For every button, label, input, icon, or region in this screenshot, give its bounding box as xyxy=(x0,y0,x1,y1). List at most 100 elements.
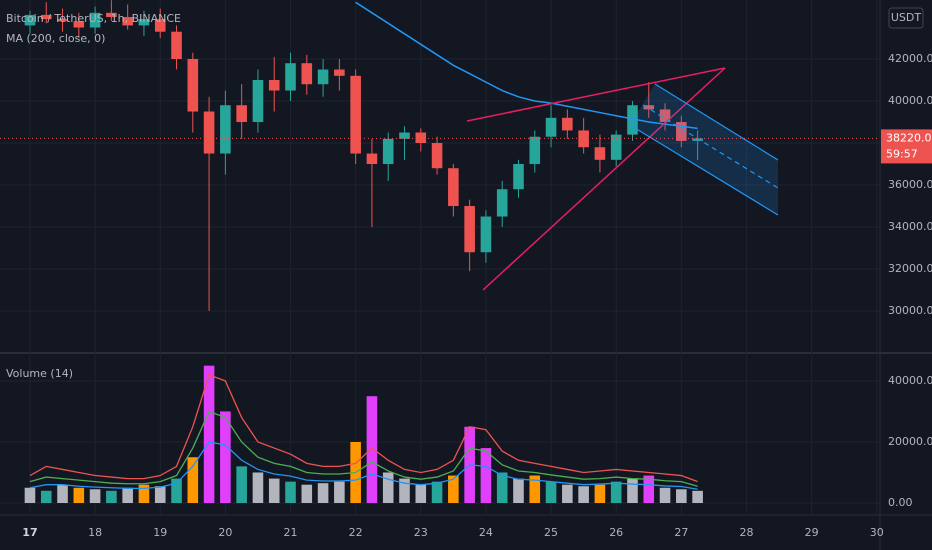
volume-bar xyxy=(89,489,101,504)
channel-bottom xyxy=(629,124,779,216)
candle-body xyxy=(187,59,199,112)
y-tick-label: 32000.00 xyxy=(888,262,932,275)
x-tick-label: 20 xyxy=(218,526,232,539)
last-price-box xyxy=(881,129,932,164)
volume-bar xyxy=(399,478,410,504)
candle-body xyxy=(301,63,313,85)
volume-bar xyxy=(203,365,215,504)
volume-bar xyxy=(24,487,36,504)
channel-top xyxy=(654,83,779,161)
currency-box[interactable] xyxy=(888,7,924,29)
volume-bar xyxy=(268,478,280,504)
volume-bar xyxy=(692,490,703,504)
volume-bar xyxy=(334,481,345,504)
volume-bar xyxy=(171,478,182,504)
x-tick-label: 24 xyxy=(479,526,493,539)
y2-tick-label: 40000.00 xyxy=(888,374,932,387)
candle-body xyxy=(89,12,101,28)
candle-body xyxy=(529,136,541,165)
x-tick-label: 30 xyxy=(870,526,884,539)
volume-band xyxy=(29,410,698,487)
candle-body xyxy=(57,19,68,22)
candle-body xyxy=(464,206,475,253)
volume-bar xyxy=(285,481,296,504)
symbol-title[interactable]: Bitcoin / TetherUS, 1h, BINANCE xyxy=(6,12,181,25)
candle-body xyxy=(513,164,524,190)
x-tick-label: 22 xyxy=(349,526,363,539)
volume-legend[interactable]: Volume (14) xyxy=(6,367,73,380)
wedge-upper xyxy=(466,67,726,122)
candle-body xyxy=(594,147,606,160)
candle-body xyxy=(350,75,361,154)
volume-bar xyxy=(676,489,687,504)
volume-bar xyxy=(73,487,85,504)
volume-bar xyxy=(301,484,313,504)
candle-body xyxy=(366,153,378,165)
candle-body xyxy=(106,12,117,18)
candle-body xyxy=(676,122,687,141)
candle-body xyxy=(24,14,36,26)
volume-bar xyxy=(529,475,541,504)
candle-body xyxy=(171,31,182,60)
volume-bar xyxy=(480,448,492,504)
candle-body xyxy=(562,117,573,131)
y-tick-label: 34000.00 xyxy=(888,220,932,233)
volume-bar xyxy=(496,472,508,504)
candle-body xyxy=(415,132,427,144)
volume-bar xyxy=(187,457,199,504)
x-tick-label: 23 xyxy=(414,526,428,539)
x-tick-label: 17 xyxy=(22,526,37,539)
candle-body xyxy=(578,130,589,148)
candle-body xyxy=(268,80,280,91)
x-tick-label: 21 xyxy=(284,526,298,539)
candle-body xyxy=(692,138,703,141)
x-tick-label: 18 xyxy=(88,526,102,539)
candle-body xyxy=(285,63,296,91)
volume-bar xyxy=(627,478,638,504)
x-tick-label: 25 xyxy=(544,526,558,539)
volume-band xyxy=(29,373,698,483)
candle-body xyxy=(496,189,508,217)
candle-body xyxy=(448,168,459,207)
volume-bar xyxy=(252,472,264,504)
volume-bar xyxy=(659,487,671,504)
volume-bar xyxy=(610,481,622,504)
candle-body xyxy=(203,111,215,154)
candle-body xyxy=(659,109,671,123)
last-price-label: 38220.00 xyxy=(886,131,932,144)
price-pane xyxy=(24,0,703,312)
candle-body xyxy=(399,132,410,139)
candle-body xyxy=(138,19,150,26)
volume-bar xyxy=(513,478,524,504)
candle-body xyxy=(643,105,655,110)
volume-bar xyxy=(545,481,557,504)
x-tick-label: 27 xyxy=(674,526,688,539)
ma-legend[interactable]: MA (200, close, 0) xyxy=(6,32,105,45)
volume-bar xyxy=(382,472,394,504)
volume-bar xyxy=(106,490,117,504)
x-tick-label: 19 xyxy=(153,526,167,539)
volume-bar xyxy=(562,484,573,504)
volume-bar xyxy=(220,411,231,504)
candle-body xyxy=(236,105,247,123)
wedge-lower xyxy=(482,67,726,291)
volume-bar xyxy=(154,486,166,504)
currency[interactable]: USDT xyxy=(891,11,922,24)
y-tick-label: 36000.00 xyxy=(888,178,932,191)
candle-body xyxy=(334,69,345,76)
volume-bar xyxy=(594,484,606,504)
x-tick-label: 26 xyxy=(609,526,623,539)
volume-bar xyxy=(57,484,68,504)
volume-bar xyxy=(138,484,150,504)
countdown: 59:57 xyxy=(886,147,918,160)
candle-body xyxy=(545,117,557,137)
volume-bar xyxy=(431,481,443,504)
volume-bar xyxy=(415,484,427,504)
volume-bar xyxy=(366,396,378,504)
volume-band xyxy=(29,441,698,490)
y-tick-label: 40000.00 xyxy=(888,94,932,107)
candle-body xyxy=(610,134,622,160)
candle-body xyxy=(73,21,85,28)
legend: Bitcoin / TetherUS, 1h, BINANCE MA (200,… xyxy=(6,12,181,380)
